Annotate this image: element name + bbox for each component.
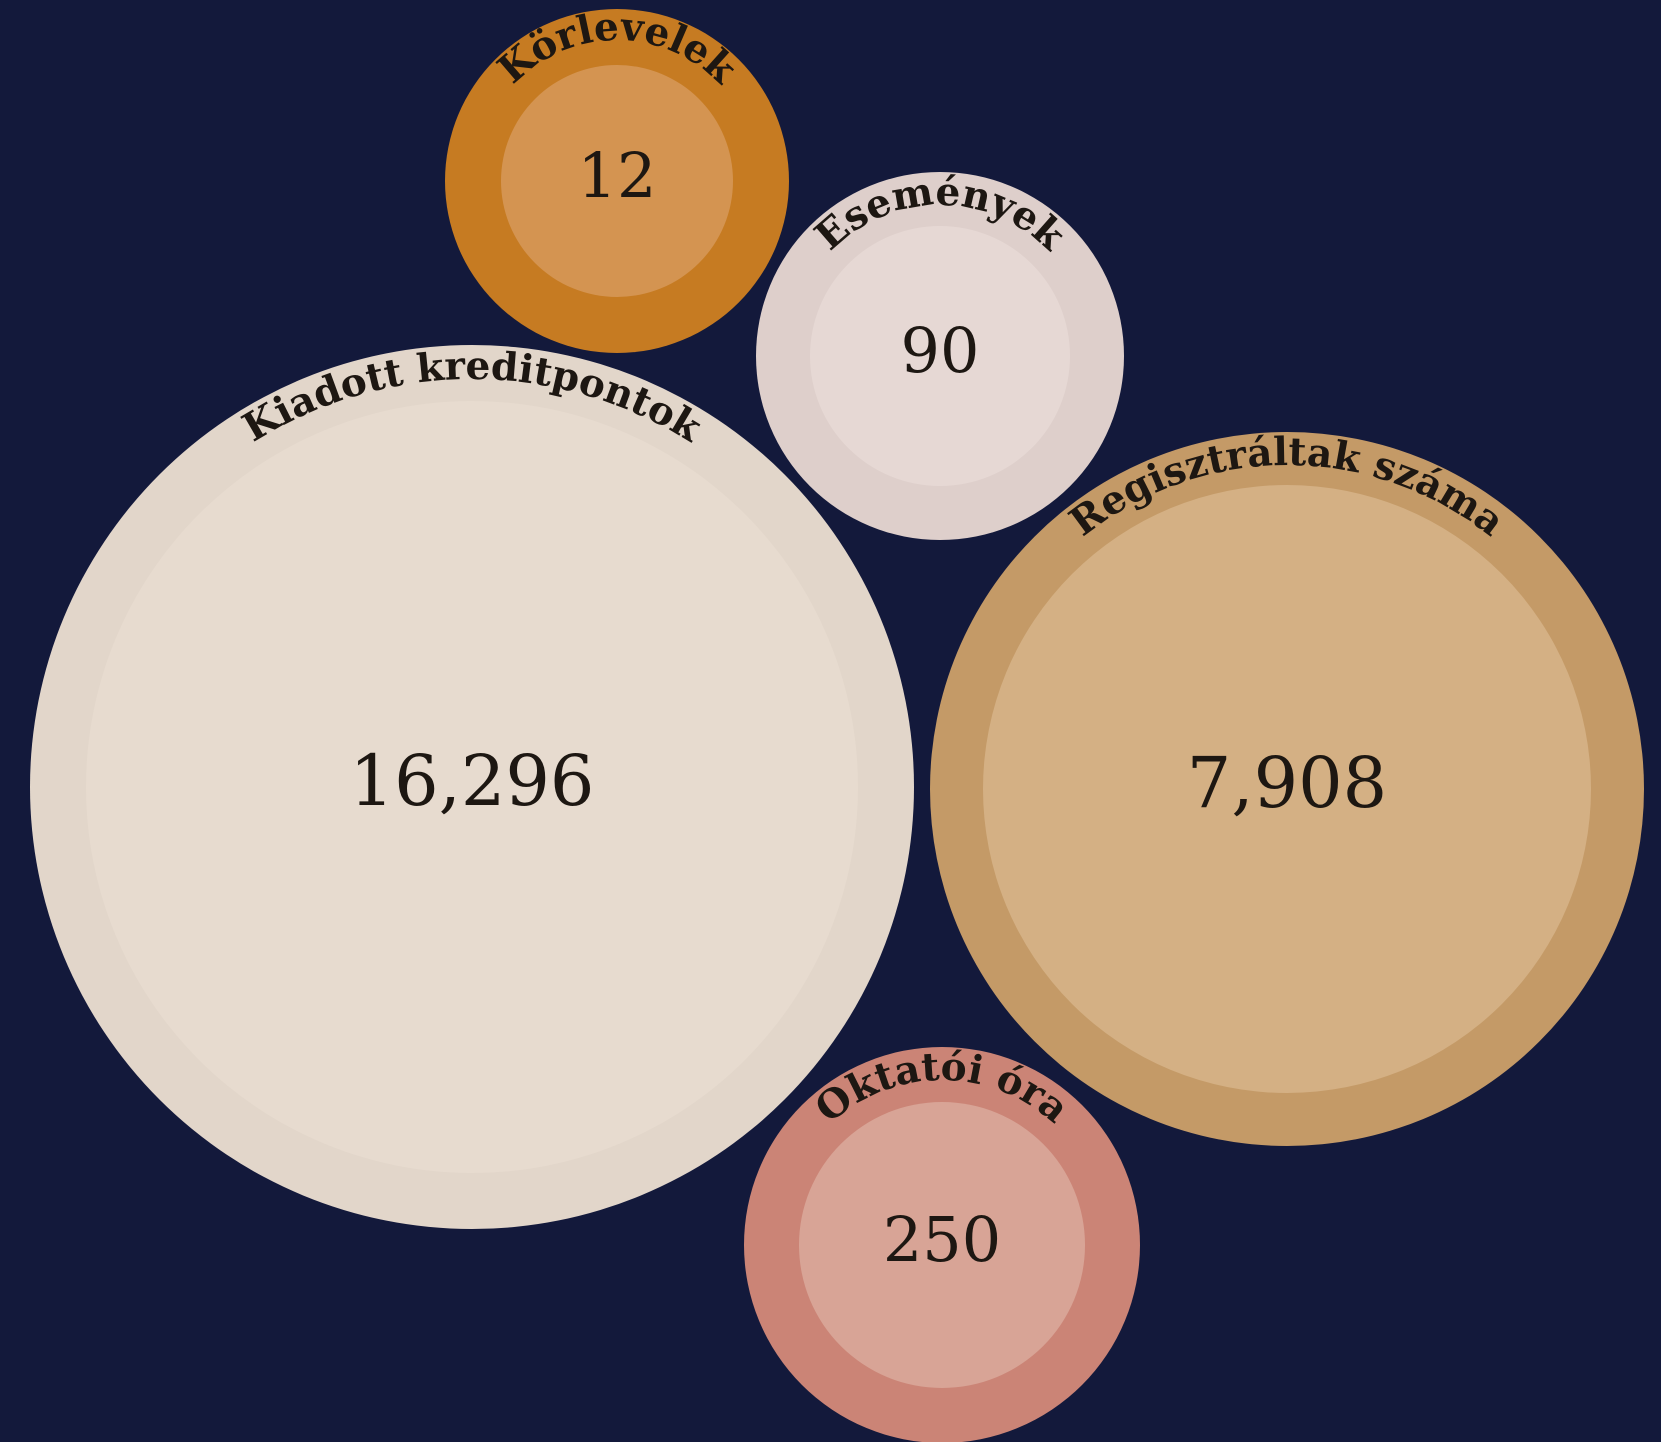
bubble-oktatoi-ora-inner-disc xyxy=(799,1102,1085,1388)
bubble-oktatoi-ora-value: 250 xyxy=(883,1203,1001,1276)
bubble-korlevelek-inner-disc xyxy=(501,65,733,297)
bubble-korlevelek-value: 12 xyxy=(578,139,657,212)
bubble-kiadott-kreditpontok-value: 16,296 xyxy=(350,740,595,822)
bubble-kiadott-kreditpontok-inner-disc xyxy=(86,401,858,1173)
bubble-esemenyek-value: 90 xyxy=(901,314,980,387)
bubble-esemenyek-inner-disc xyxy=(810,226,1070,486)
bubble-regisztraltak-szama-inner-disc xyxy=(983,485,1591,1093)
bubble-regisztraltak-szama-value: 7,908 xyxy=(1187,742,1387,824)
